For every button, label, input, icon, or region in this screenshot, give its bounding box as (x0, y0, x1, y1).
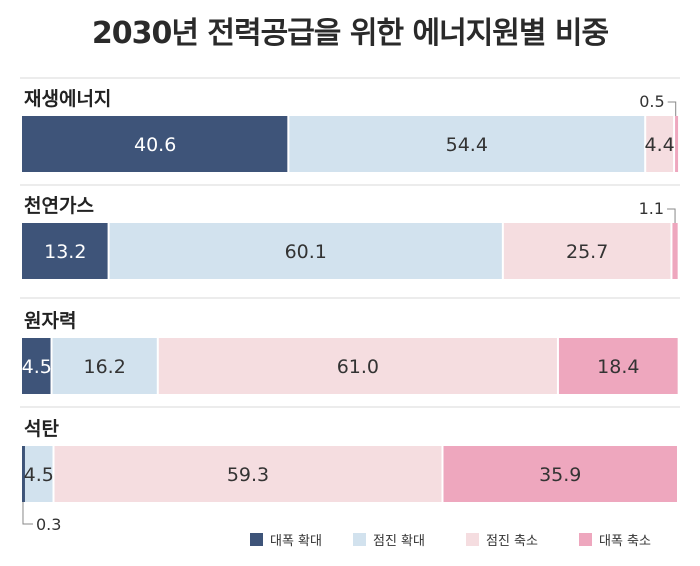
legend-label: 대폭 축소 (599, 534, 651, 549)
legend-swatch (250, 533, 263, 546)
legend-label: 점진 확대 (373, 534, 425, 549)
category-label: 석탄 (24, 418, 59, 440)
category-label: 원자력 (24, 310, 76, 332)
category-label: 천연가스 (24, 195, 94, 217)
category-label: 재생에너지 (24, 88, 111, 110)
data-label: 61.0 (337, 356, 379, 378)
bar-segment (22, 116, 288, 172)
bar-segment (24, 446, 53, 502)
data-label: 25.7 (566, 241, 608, 263)
data-label: 4.5 (22, 356, 52, 378)
data-label: 4.5 (24, 464, 54, 486)
data-label: 40.6 (134, 134, 176, 156)
bar-segment (558, 338, 678, 394)
bar-segment (646, 116, 674, 172)
bar-segment (22, 446, 25, 502)
data-label: 0.5 (639, 92, 664, 111)
data-label: 4.4 (645, 134, 675, 156)
bar-segment (675, 116, 679, 172)
bar-segment (22, 338, 51, 394)
data-label: 59.3 (227, 464, 269, 486)
data-label: 18.4 (597, 356, 639, 378)
legend-swatch (353, 533, 366, 546)
data-label: 16.2 (83, 356, 125, 378)
bar-segment (443, 446, 677, 502)
data-label: 54.4 (446, 134, 488, 156)
callout-line (667, 208, 676, 223)
data-label: 60.1 (285, 241, 327, 263)
bar-segment (109, 223, 502, 279)
callout-line (22, 502, 33, 525)
bar-segment (52, 338, 157, 394)
data-label: 13.2 (44, 241, 86, 263)
data-label: 0.3 (36, 515, 61, 534)
bar-segment (289, 116, 645, 172)
legend-swatch (579, 533, 592, 546)
callout-line (667, 101, 677, 116)
bar-segment (503, 223, 671, 279)
data-label: 35.9 (539, 464, 581, 486)
chart-title: 2030년 전력공급을 위한 에너지원별 비중 (91, 16, 609, 51)
legend-label: 대폭 확대 (270, 534, 322, 549)
legend-swatch (466, 533, 479, 546)
legend-label: 점진 축소 (486, 534, 538, 549)
data-label: 1.1 (639, 199, 664, 218)
bar-segment (54, 446, 442, 502)
bar-segment (672, 223, 678, 279)
bar-segment (22, 223, 108, 279)
bar-segment (158, 338, 557, 394)
